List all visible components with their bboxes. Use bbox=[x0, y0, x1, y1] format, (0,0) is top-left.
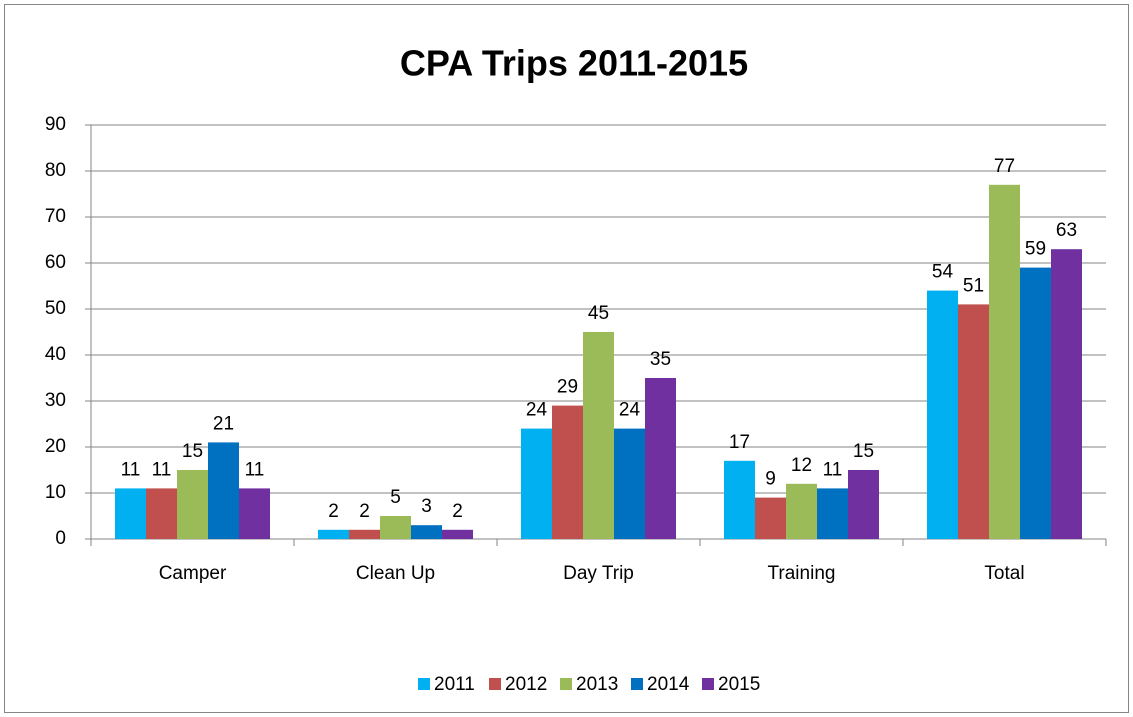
x-tick-label: Day Trip bbox=[563, 563, 634, 584]
bar bbox=[989, 184, 1020, 540]
y-tick-label: 90 bbox=[45, 114, 66, 135]
data-label: 51 bbox=[963, 275, 984, 296]
legend-swatch bbox=[418, 678, 430, 690]
y-tick-label: 60 bbox=[45, 252, 66, 273]
legend-swatch bbox=[702, 678, 714, 690]
y-tick-label: 50 bbox=[45, 298, 66, 319]
data-label: 9 bbox=[765, 469, 776, 490]
y-tick-label: 10 bbox=[45, 482, 66, 503]
data-label: 17 bbox=[729, 432, 750, 453]
y-tick-label: 70 bbox=[45, 206, 66, 227]
data-label: 63 bbox=[1056, 220, 1077, 241]
y-tick-label: 0 bbox=[55, 528, 66, 549]
bar bbox=[614, 428, 645, 539]
data-label: 2 bbox=[452, 501, 463, 522]
legend-label: 2014 bbox=[647, 674, 690, 695]
bar bbox=[755, 497, 786, 539]
bar bbox=[817, 488, 848, 539]
bar bbox=[552, 405, 583, 539]
bar bbox=[146, 488, 177, 539]
x-tick-label: Training bbox=[768, 563, 836, 584]
bar bbox=[380, 516, 411, 539]
data-label: 15 bbox=[182, 441, 203, 462]
data-label: 5 bbox=[390, 487, 401, 508]
bar bbox=[786, 483, 817, 539]
bar bbox=[239, 488, 270, 539]
legend-label: 2011 bbox=[434, 674, 475, 695]
data-label: 77 bbox=[994, 156, 1015, 177]
legend-swatch bbox=[631, 678, 643, 690]
data-label: 24 bbox=[526, 400, 548, 421]
x-tick-label: Total bbox=[984, 563, 1024, 584]
bar bbox=[349, 529, 380, 539]
bar bbox=[208, 442, 239, 539]
data-label: 59 bbox=[1025, 239, 1046, 260]
bar bbox=[318, 529, 349, 539]
data-label: 3 bbox=[421, 496, 432, 517]
legend-label: 2012 bbox=[505, 674, 547, 695]
data-label: 54 bbox=[932, 262, 954, 283]
y-tick-label: 30 bbox=[45, 390, 66, 411]
bar bbox=[1051, 249, 1082, 539]
data-label: 11 bbox=[245, 459, 265, 480]
bar bbox=[583, 332, 614, 539]
data-label: 11 bbox=[152, 459, 172, 480]
data-label: 35 bbox=[650, 349, 671, 370]
data-label: 21 bbox=[213, 413, 234, 434]
bar bbox=[848, 470, 879, 539]
data-label: 12 bbox=[791, 455, 812, 476]
legend-label: 2015 bbox=[718, 674, 760, 695]
bar bbox=[958, 304, 989, 539]
data-label: 24 bbox=[619, 400, 641, 421]
y-tick-label: 20 bbox=[45, 436, 66, 457]
legend-swatch bbox=[489, 678, 501, 690]
data-label: 11 bbox=[121, 459, 141, 480]
legend-swatch bbox=[560, 678, 572, 690]
bar bbox=[927, 290, 958, 539]
data-label: 15 bbox=[853, 441, 874, 462]
bar bbox=[411, 525, 442, 539]
chart-title: CPA Trips 2011-2015 bbox=[400, 43, 748, 84]
y-tick-label: 80 bbox=[45, 160, 66, 181]
legend-label: 2013 bbox=[576, 674, 618, 695]
data-label: 11 bbox=[823, 459, 843, 480]
y-tick-label: 40 bbox=[45, 344, 66, 365]
data-label: 45 bbox=[588, 303, 609, 324]
bar bbox=[1020, 267, 1051, 539]
x-tick-label: Clean Up bbox=[356, 563, 435, 584]
bar bbox=[645, 378, 676, 539]
data-label: 2 bbox=[328, 501, 339, 522]
data-label: 29 bbox=[557, 377, 578, 398]
bar bbox=[442, 529, 473, 539]
bar bbox=[724, 460, 755, 539]
bar bbox=[177, 470, 208, 539]
data-label: 2 bbox=[359, 501, 370, 522]
bar bbox=[115, 488, 146, 539]
x-tick-label: Camper bbox=[159, 563, 227, 584]
bar bbox=[521, 428, 552, 539]
